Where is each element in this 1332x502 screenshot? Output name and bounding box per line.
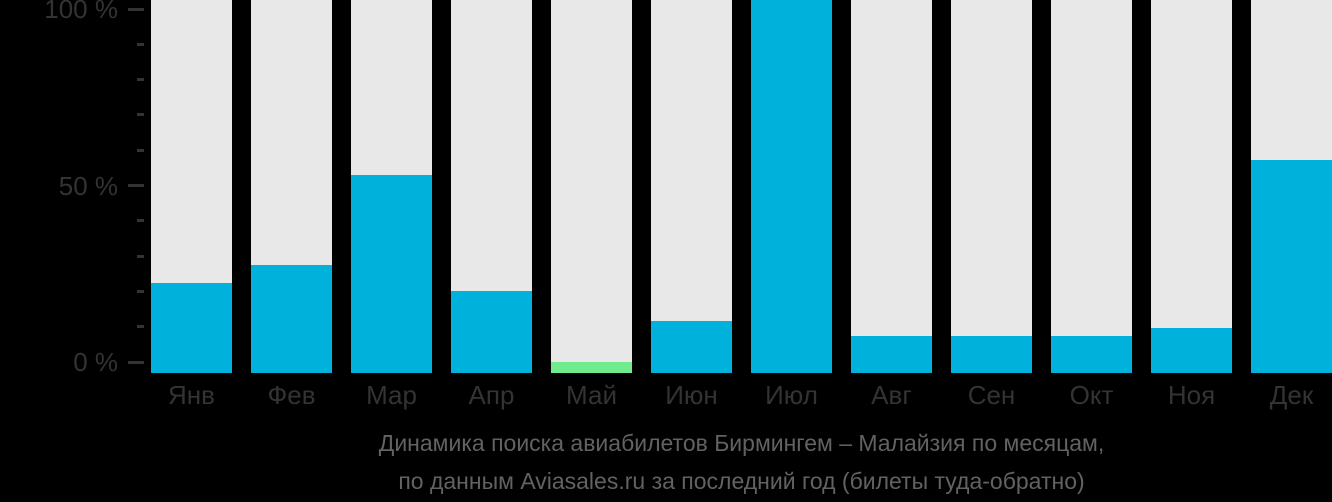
- x-axis: Янв Фев Мар Апр Май Июн Июл Авг Сен Окт Ноя Дек: [151, 379, 1332, 411]
- bar-track-8: [851, 0, 932, 373]
- x-tick-label-3: Мар: [366, 380, 417, 410]
- bar-value-11: [1151, 328, 1232, 373]
- y-tick-label-100: 100 %: [44, 0, 118, 24]
- y-tick-mark-60: [137, 148, 144, 152]
- y-tick-mark-80: [137, 78, 144, 82]
- x-tick-label-2: Фев: [267, 380, 316, 410]
- bar-value-12: [1251, 160, 1332, 373]
- x-tick-label-7: Июл: [765, 380, 818, 410]
- bar-value-2: [251, 264, 332, 373]
- chart-title: Динамика поиска авиабилетов Бирмингем – …: [378, 430, 1105, 456]
- y-axis: 100 % 50 % 0 %: [0, 0, 151, 377]
- y-tick-mark-30: [137, 254, 144, 258]
- x-tick-label-11: Ноя: [1167, 380, 1216, 410]
- y-tick-mark-70: [137, 113, 144, 117]
- y-tick-mark-90: [137, 42, 144, 46]
- bar-track-4: [451, 0, 532, 373]
- y-tick-mark-40: [137, 219, 144, 223]
- bar-track-7: [751, 0, 832, 373]
- bar-value-8: [851, 335, 932, 373]
- bar-value-5: [551, 361, 632, 373]
- bar-value-7: [751, 0, 832, 373]
- bar-track-9: [951, 0, 1032, 373]
- chart-subtitle: по данным Aviasales.ru за последний год …: [398, 468, 1085, 494]
- bar-value-6: [651, 320, 732, 373]
- bar-value-3: [351, 175, 432, 373]
- x-tick-label-9: Сен: [967, 380, 1016, 410]
- x-tick-label-12: Дек: [1269, 380, 1314, 410]
- y-tick-mark-50: [128, 184, 144, 187]
- bar-value-9: [951, 335, 1032, 373]
- bar-value-4: [451, 290, 532, 373]
- plot-area: [151, 0, 1332, 373]
- bar-value-10: [1051, 335, 1132, 373]
- bar-track-10: [1051, 0, 1132, 373]
- x-tick-label-10: Окт: [1069, 380, 1114, 410]
- y-tick-label-0: 0 %: [73, 347, 118, 377]
- x-tick-label-1: Янв: [168, 380, 215, 410]
- bar-track-6: [651, 0, 732, 373]
- bar-track-2: [251, 0, 332, 373]
- y-tick-mark-0: [128, 360, 144, 364]
- bar-track-12: [1251, 0, 1332, 373]
- x-tick-label-6: Июн: [665, 380, 718, 410]
- y-tick-mark-10: [137, 325, 144, 329]
- x-tick-label-5: Май: [566, 380, 617, 410]
- y-tick-label-50: 50 %: [58, 170, 118, 201]
- bar-track-3: [351, 0, 432, 373]
- bar-track-1: [151, 0, 232, 373]
- chart-caption: Динамика поиска авиабилетов Бирмингем – …: [151, 424, 1332, 500]
- bar-value-1: [151, 283, 232, 373]
- x-tick-label-4: Апр: [468, 380, 515, 410]
- bar-track-5: [551, 0, 632, 373]
- y-tick-mark-100: [128, 7, 144, 11]
- bar-track-11: [1151, 0, 1232, 373]
- x-tick-label-8: Авг: [871, 380, 912, 410]
- y-tick-mark-20: [137, 289, 144, 293]
